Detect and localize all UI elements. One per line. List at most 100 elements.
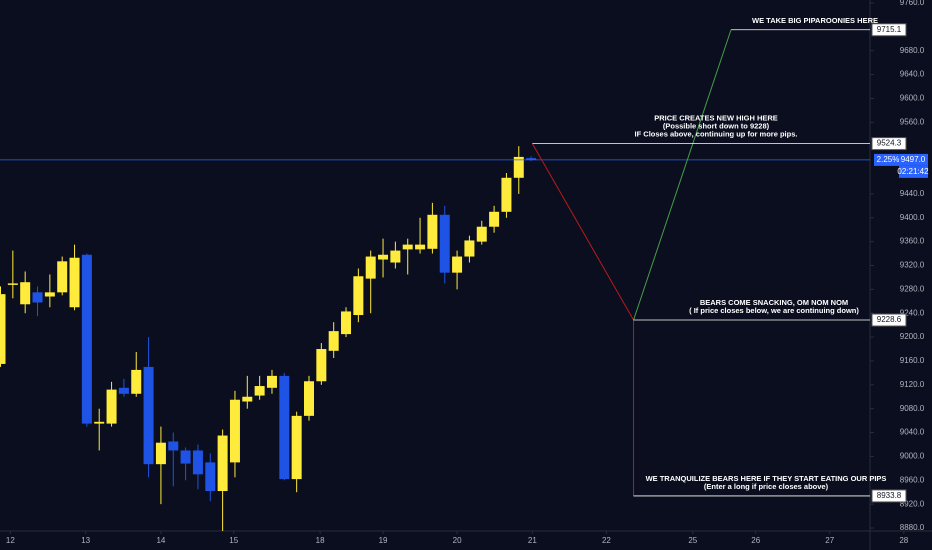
candle-body bbox=[155, 442, 166, 465]
candle-body bbox=[489, 211, 500, 227]
x-tick-label: 26 bbox=[751, 536, 760, 545]
candle-body bbox=[32, 292, 43, 303]
y-tick-label: 9080.0 bbox=[900, 404, 925, 413]
candle-body bbox=[205, 462, 216, 492]
candle-body bbox=[427, 214, 438, 249]
candle-body bbox=[476, 226, 487, 242]
candle-body bbox=[44, 292, 55, 297]
candle-body bbox=[242, 396, 253, 402]
candle-body bbox=[390, 250, 401, 263]
y-tick-label: 8880.0 bbox=[900, 523, 925, 532]
candle-body bbox=[439, 214, 450, 273]
candle-body bbox=[254, 386, 265, 396]
x-tick-label: 14 bbox=[156, 536, 165, 545]
long-path bbox=[633, 29, 732, 321]
annotation: WE TAKE BIG PIPAROONIES HERE bbox=[752, 16, 878, 25]
x-tick-label: 21 bbox=[528, 536, 537, 545]
candle-body bbox=[513, 156, 524, 178]
y-tick-label: 9680.0 bbox=[900, 46, 925, 55]
candle-body bbox=[118, 387, 129, 394]
candle-body bbox=[452, 256, 463, 273]
last-price-box bbox=[874, 153, 928, 166]
candle-body bbox=[168, 441, 179, 451]
x-tick-label: 22 bbox=[602, 536, 611, 545]
candle-body bbox=[7, 283, 18, 285]
y-tick-label: 9000.0 bbox=[900, 452, 925, 461]
x-tick-label: 28 bbox=[899, 536, 908, 545]
candle-body bbox=[353, 276, 364, 316]
price-label-box bbox=[871, 137, 907, 151]
y-tick-label: 9040.0 bbox=[900, 428, 925, 437]
annotation: WE TRANQUILIZE BEARS HERE IF THEY START … bbox=[646, 474, 887, 483]
candle-body bbox=[192, 450, 203, 475]
candle-body bbox=[402, 244, 413, 250]
candle-body bbox=[106, 389, 117, 424]
candle-body bbox=[229, 399, 240, 463]
x-tick-label: 18 bbox=[316, 536, 325, 545]
last-change: 2.25% bbox=[877, 155, 900, 164]
candle-body bbox=[217, 435, 228, 492]
annotation: ( If price closes below, we are continui… bbox=[689, 306, 859, 315]
y-tick-label: 9360.0 bbox=[900, 237, 925, 246]
candle-body bbox=[328, 331, 339, 351]
short-path bbox=[531, 143, 634, 321]
price-label: 9715.1 bbox=[877, 25, 902, 34]
y-tick-label: 8960.0 bbox=[900, 475, 925, 484]
candle-body bbox=[0, 294, 6, 364]
price-label: 9228.6 bbox=[877, 315, 902, 324]
candle-body bbox=[180, 450, 191, 464]
candle-body bbox=[526, 158, 537, 160]
y-tick-label: 9280.0 bbox=[900, 284, 925, 293]
x-tick-label: 27 bbox=[825, 536, 834, 545]
y-tick-label: 9640.0 bbox=[900, 70, 925, 79]
candle-body bbox=[279, 375, 290, 480]
candle-body bbox=[316, 349, 327, 382]
y-tick-label: 9240.0 bbox=[900, 308, 925, 317]
y-tick-label: 9400.0 bbox=[900, 213, 925, 222]
candle-body bbox=[464, 240, 475, 257]
annotation: (Possible short down to 9228) bbox=[663, 122, 770, 131]
candle-body bbox=[20, 282, 31, 305]
y-tick-label: 9120.0 bbox=[900, 380, 925, 389]
price-label: 8933.8 bbox=[877, 491, 902, 500]
y-tick-label: 9760.0 bbox=[900, 0, 925, 7]
candle-body bbox=[143, 366, 154, 465]
y-tick-label: 9440.0 bbox=[900, 189, 925, 198]
x-tick-label: 19 bbox=[379, 536, 388, 545]
x-tick-label: 25 bbox=[688, 536, 697, 545]
y-tick-label: 9320.0 bbox=[900, 261, 925, 270]
candle-body bbox=[378, 254, 389, 260]
candle-body bbox=[94, 421, 105, 424]
annotation: PRICE CREATES NEW HIGH HERE bbox=[654, 114, 778, 123]
candle-body bbox=[304, 381, 314, 416]
y-tick-label: 9560.0 bbox=[900, 117, 925, 126]
x-tick-label: 13 bbox=[81, 536, 90, 545]
candle-body bbox=[341, 311, 352, 335]
price-label: 9524.3 bbox=[877, 139, 902, 148]
annotation: BEARS COME SNACKING, OM NOM NOM bbox=[700, 298, 848, 307]
annotation: (Enter a long if price closes above) bbox=[704, 482, 829, 491]
candle-body bbox=[291, 415, 302, 480]
last-price-label: 9497.0 bbox=[901, 155, 926, 164]
candle-body bbox=[266, 375, 277, 388]
candle-body bbox=[57, 261, 68, 293]
price-label-box bbox=[871, 23, 907, 37]
x-tick-label: 15 bbox=[229, 536, 238, 545]
price-label-box bbox=[871, 313, 907, 327]
y-tick-label: 8920.0 bbox=[900, 499, 925, 508]
countdown: 02:21:42 bbox=[897, 167, 929, 176]
candle-body bbox=[365, 256, 376, 279]
price-label-box bbox=[871, 489, 907, 503]
y-tick-label: 9160.0 bbox=[900, 356, 925, 365]
candle-body bbox=[415, 244, 426, 250]
annotation: IF Closes above, continuing up for more … bbox=[635, 130, 798, 139]
candle-body bbox=[69, 257, 80, 308]
candle-body bbox=[501, 177, 512, 212]
candle-body bbox=[81, 254, 92, 424]
candle-body bbox=[131, 369, 142, 394]
x-tick-label: 20 bbox=[453, 536, 462, 545]
y-tick-label: 9200.0 bbox=[900, 332, 925, 341]
x-tick-label: 12 bbox=[6, 536, 15, 545]
